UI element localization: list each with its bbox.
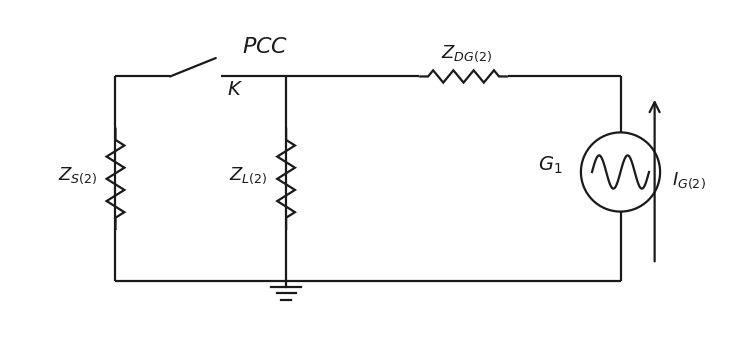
Text: $Z_{L(2)}$: $Z_{L(2)}$ [230,165,268,186]
Text: $Z_{DG(2)}$: $Z_{DG(2)}$ [442,44,492,64]
Text: $K$: $K$ [227,80,243,99]
Text: $I_{G(2)}$: $I_{G(2)}$ [672,170,706,191]
Text: $G_1$: $G_1$ [538,154,562,176]
Text: $PCC$: $PCC$ [242,37,289,57]
Text: $Z_{S(2)}$: $Z_{S(2)}$ [58,165,98,186]
